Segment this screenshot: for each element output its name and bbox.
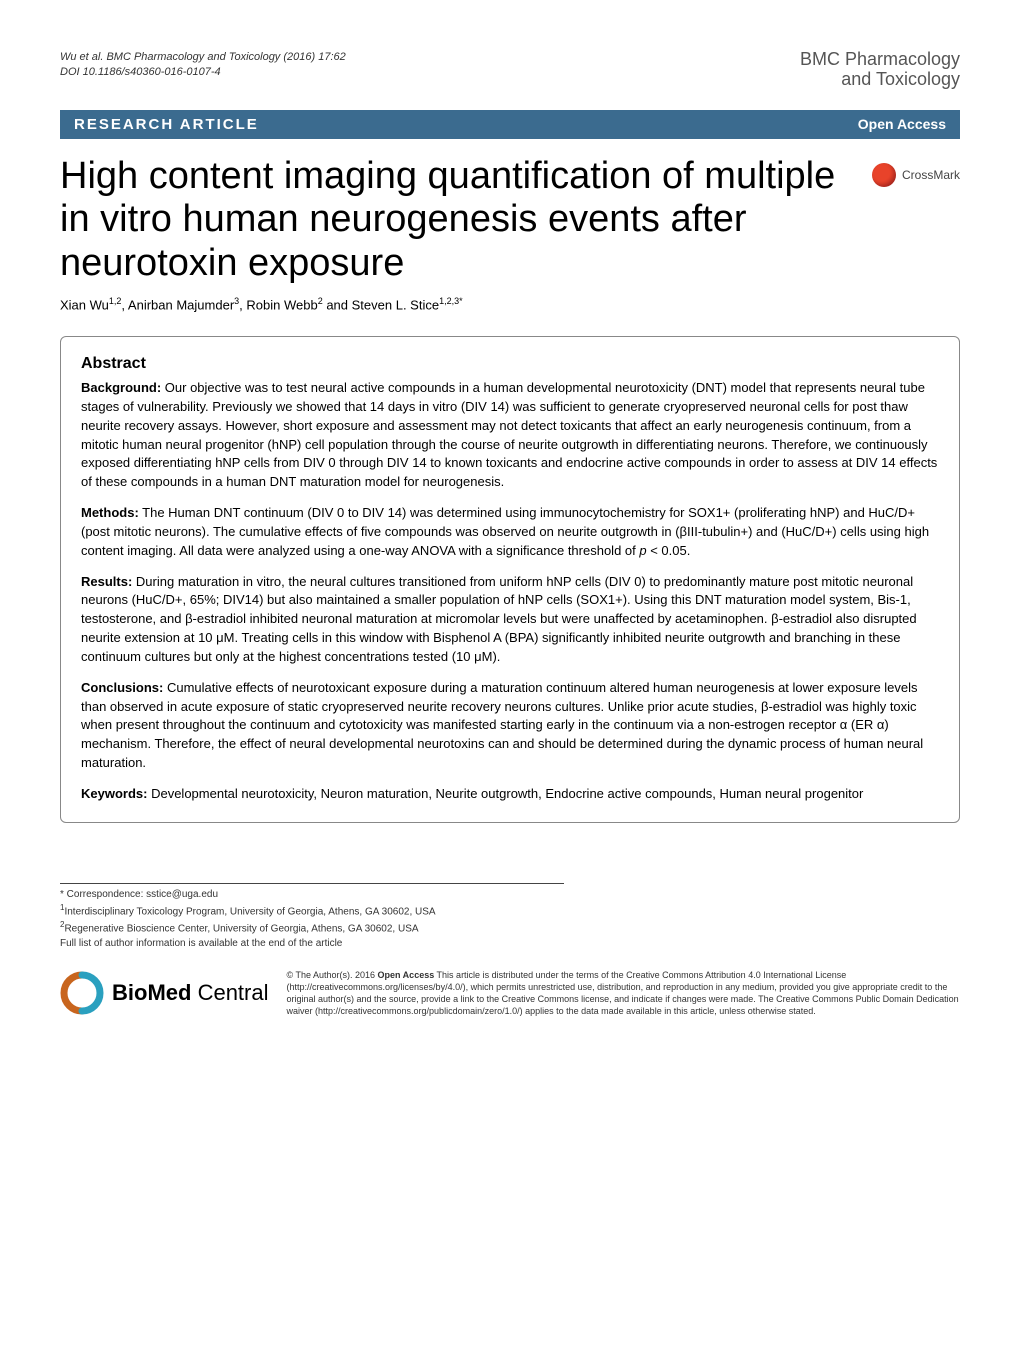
author-list: Xian Wu1,2, Anirban Majumder3, Robin Web… <box>60 296 960 312</box>
abstract-label-conclusions: Conclusions: <box>81 680 163 695</box>
bmc-wordmark: BioMed Central <box>112 980 269 1006</box>
abstract-text-conclusions: Cumulative effects of neurotoxicant expo… <box>81 680 923 770</box>
abstract-conclusions: Conclusions: Cumulative effects of neuro… <box>81 679 939 773</box>
footnotes: * Correspondence: sstice@uga.edu 1Interd… <box>60 883 564 951</box>
crossmark-badge[interactable]: CrossMark <box>872 163 960 187</box>
abstract-heading: Abstract <box>81 355 939 373</box>
journal-line1: BMC Pharmacology <box>800 50 960 70</box>
abstract-background: Background: Our objective was to test ne… <box>81 379 939 492</box>
abstract-methods: Methods: The Human DNT continuum (DIV 0 … <box>81 504 939 561</box>
abstract-text-results: During maturation in vitro, the neural c… <box>81 574 917 664</box>
journal-line2: and Toxicology <box>800 70 960 90</box>
running-header: Wu et al. BMC Pharmacology and Toxicolog… <box>60 50 960 90</box>
open-access-label: Open Access <box>858 116 946 132</box>
abstract-results: Results: During maturation in vitro, the… <box>81 573 939 667</box>
bmc-light: Central <box>191 980 268 1005</box>
abstract-box: Abstract Background: Our objective was t… <box>60 336 960 823</box>
doi-text: DOI 10.1186/s40360-016-0107-4 <box>60 65 346 80</box>
article-type-label: RESEARCH ARTICLE <box>74 116 259 133</box>
citation-text: Wu et al. BMC Pharmacology and Toxicolog… <box>60 50 346 65</box>
abstract-label-keywords: Keywords: <box>81 786 147 801</box>
abstract-label-background: Background: <box>81 380 161 395</box>
citation-block: Wu et al. BMC Pharmacology and Toxicolog… <box>60 50 346 81</box>
bottom-row: BioMed Central © The Author(s). 2016 Ope… <box>60 969 960 1018</box>
license-text: © The Author(s). 2016 Open Access This a… <box>287 969 961 1018</box>
crossmark-label: CrossMark <box>902 168 960 182</box>
abstract-label-methods: Methods: <box>81 505 139 520</box>
abstract-keywords: Keywords: Developmental neurotoxicity, N… <box>81 785 939 804</box>
abstract-text-keywords: Developmental neurotoxicity, Neuron matu… <box>147 786 863 801</box>
full-author-list-note: Full list of author information is avail… <box>60 937 564 951</box>
abstract-text-background: Our objective was to test neural active … <box>81 380 937 489</box>
affiliation-2: 2Regenerative Bioscience Center, Univers… <box>60 919 564 936</box>
affiliation-1: 1Interdisciplinary Toxicology Program, U… <box>60 902 564 919</box>
title-row: High content imaging quantification of m… <box>60 155 960 286</box>
crossmark-icon <box>872 163 896 187</box>
correspondence: * Correspondence: sstice@uga.edu <box>60 888 564 902</box>
bmc-arc-icon <box>60 971 104 1015</box>
affiliation-1-text: Interdisciplinary Toxicology Program, Un… <box>64 906 435 917</box>
article-title: High content imaging quantification of m… <box>60 155 872 286</box>
abstract-text-methods: The Human DNT continuum (DIV 0 to DIV 14… <box>81 505 929 558</box>
affiliation-2-text: Regenerative Bioscience Center, Universi… <box>64 924 418 935</box>
abstract-label-results: Results: <box>81 574 132 589</box>
article-type-bar: RESEARCH ARTICLE Open Access <box>60 110 960 139</box>
journal-name: BMC Pharmacology and Toxicology <box>800 50 960 90</box>
footer: * Correspondence: sstice@uga.edu 1Interd… <box>60 883 960 1017</box>
bmc-bold: BioMed <box>112 980 191 1005</box>
biomed-central-logo: BioMed Central <box>60 971 269 1015</box>
